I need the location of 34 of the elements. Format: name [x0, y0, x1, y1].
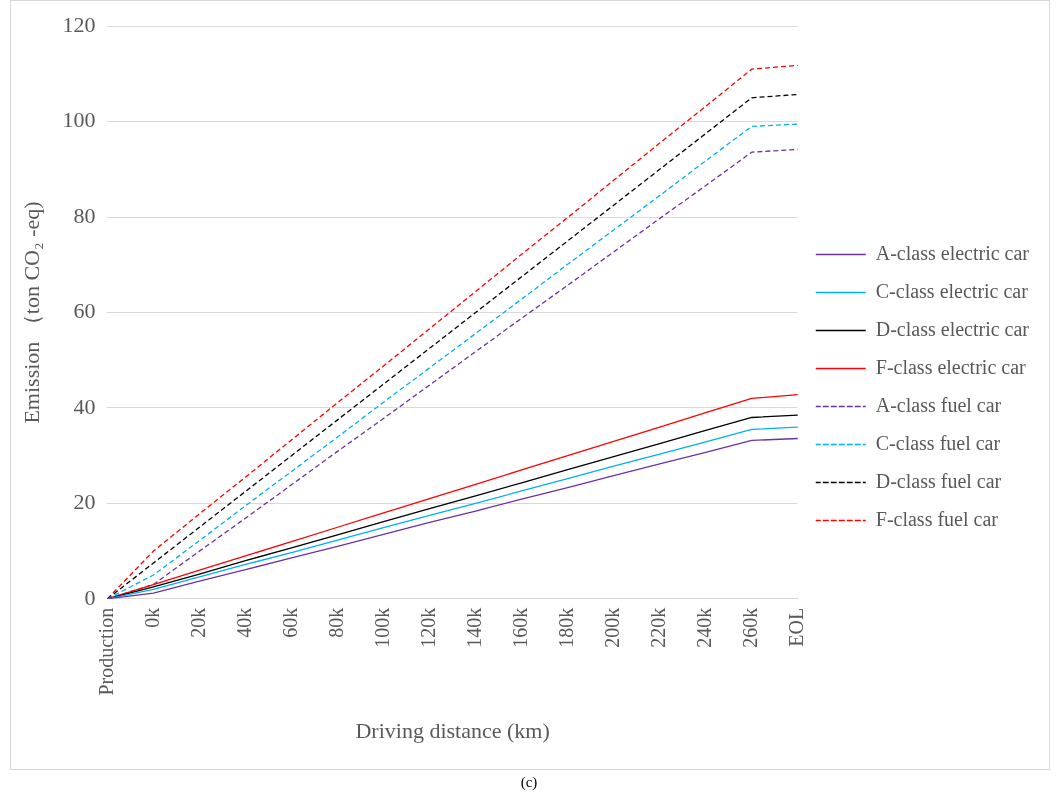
text: (c): [519, 774, 539, 791]
x-tick-label: 240k: [692, 607, 715, 648]
x-tick-label: 60k: [278, 607, 301, 638]
x-tick-label: 20k: [186, 607, 209, 638]
legend-label: A-class electric car: [875, 241, 1030, 264]
x-tick-label: 80k: [324, 607, 347, 638]
x-tick-label: 160k: [508, 607, 531, 648]
x-tick-label: EOL: [785, 607, 808, 647]
x-tick-label: 40k: [232, 607, 255, 638]
x-tick-label: 220k: [646, 607, 669, 648]
legend-label: F-class electric car: [875, 355, 1027, 378]
legend-label: C-class fuel car: [875, 431, 1001, 454]
x-tick-label: 260k: [738, 607, 761, 648]
y-tick-label: 60: [73, 298, 96, 324]
y-tick-label: 0: [84, 584, 96, 610]
legend-label: D-class fuel car: [875, 469, 1002, 492]
y-tick-label: 80: [73, 202, 96, 228]
x-tick-label: 0k: [140, 607, 163, 628]
y-tick-label: 120: [62, 11, 96, 37]
y-tick-label: 100: [62, 107, 96, 133]
x-axis-title: Driving distance (km): [355, 717, 550, 743]
legend-label: A-class fuel car: [875, 393, 1002, 416]
x-tick-label: 200k: [600, 607, 623, 648]
legend-label: F-class fuel car: [875, 507, 999, 530]
y-axis-title: Emission （ton CO₂ -eq): [18, 201, 44, 424]
x-tick-label: 120k: [416, 607, 439, 648]
x-tick-label: 140k: [462, 607, 485, 648]
legend-label: D-class electric car: [875, 317, 1030, 340]
x-tick-label: 180k: [554, 607, 577, 648]
y-tick-label: 40: [73, 393, 96, 419]
y-tick-label: 20: [73, 489, 96, 515]
x-tick-label: Production: [94, 607, 117, 696]
legend-label: C-class electric car: [875, 279, 1029, 302]
x-tick-label: 100k: [370, 607, 393, 648]
